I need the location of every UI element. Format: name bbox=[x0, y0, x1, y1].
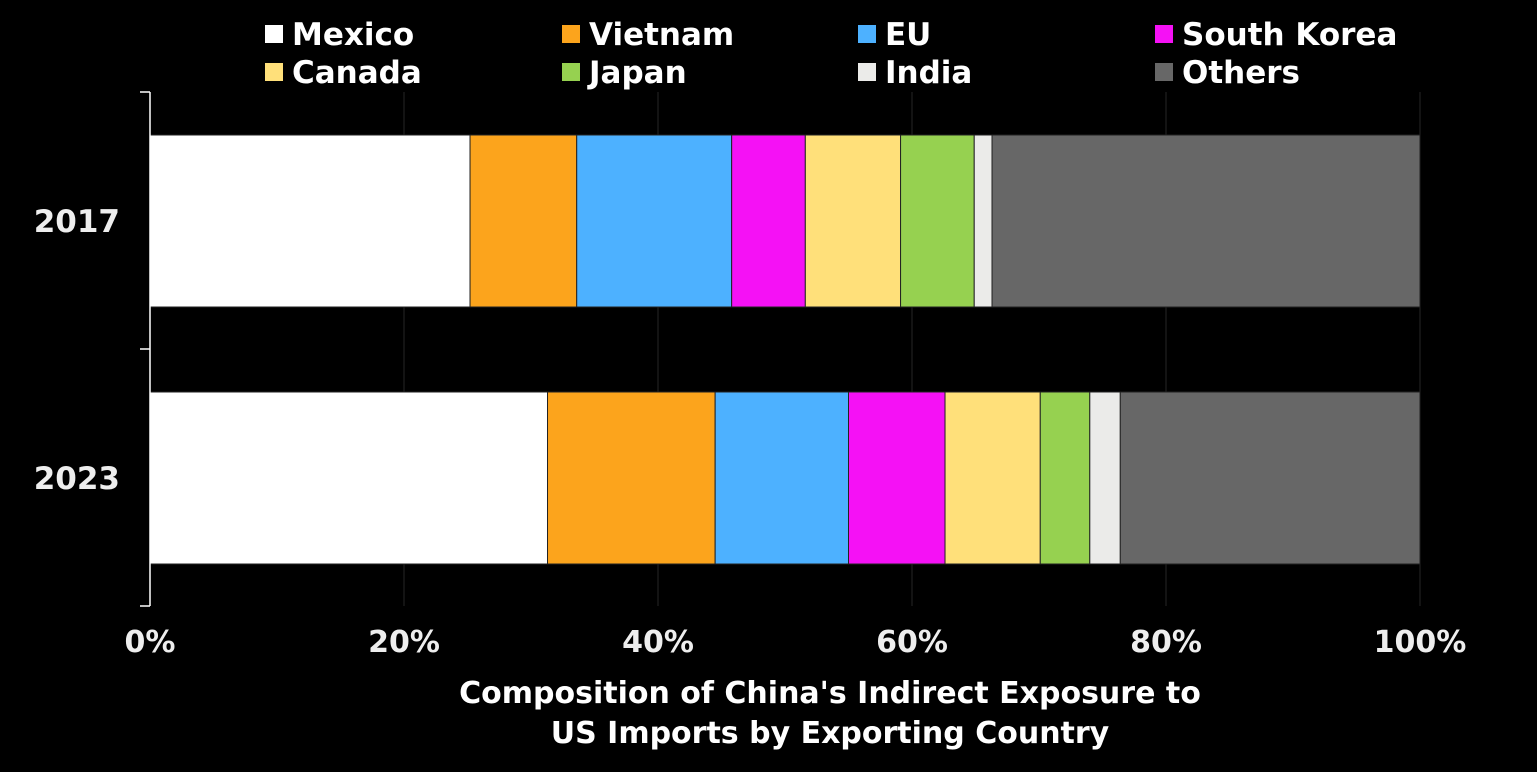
x-tick-label: 60% bbox=[876, 625, 948, 660]
x-axis-title-line-1: Composition of China's Indirect Exposure… bbox=[459, 676, 1201, 711]
bars bbox=[149, 134, 1421, 565]
y-tick-label-2023: 2023 bbox=[34, 461, 120, 497]
legend-swatch-canada bbox=[265, 63, 283, 81]
bar-segment-india-2023 bbox=[1089, 391, 1121, 565]
legend-label-south-korea: South Korea bbox=[1182, 17, 1397, 53]
legend-label-others: Others bbox=[1182, 55, 1300, 91]
legend-swatch-vietnam bbox=[562, 25, 580, 43]
x-axis-title-line-2: US Imports by Exporting Country bbox=[551, 716, 1110, 751]
bar-segment-japan-2023 bbox=[1039, 391, 1091, 565]
bar-segment-mexico-2023 bbox=[149, 391, 549, 565]
labels: Composition of China's Indirect Exposure… bbox=[459, 676, 1201, 751]
bar-segment-japan-2017 bbox=[900, 134, 975, 308]
bar-segment-india-2017 bbox=[973, 134, 993, 308]
bar-segment-mexico-2017 bbox=[149, 134, 471, 308]
bar-segment-eu-2023 bbox=[714, 391, 850, 565]
legend: Mexico Vietnam EU South Korea Canada Japan Ind… bbox=[265, 17, 1397, 91]
legend-swatch-japan bbox=[562, 63, 580, 81]
legend-swatch-mexico bbox=[265, 25, 283, 43]
legend-swatch-south-korea bbox=[1155, 25, 1173, 43]
bar-segment-eu-2017 bbox=[576, 134, 733, 308]
legend-label-eu: EU bbox=[885, 17, 931, 53]
bar-segment-others-2017 bbox=[991, 134, 1421, 308]
bar-segment-others-2023 bbox=[1119, 391, 1421, 565]
legend-label-vietnam: Vietnam bbox=[589, 17, 734, 53]
legend-label-canada: Canada bbox=[292, 55, 422, 91]
x-tick-label: 80% bbox=[1130, 625, 1202, 660]
bar-segment-south-korea-2017 bbox=[731, 134, 806, 308]
bar-segment-canada-2023 bbox=[944, 391, 1041, 565]
legend-swatch-india bbox=[858, 63, 876, 81]
bar-segment-vietnam-2017 bbox=[469, 134, 578, 308]
legend-label-india: India bbox=[885, 55, 972, 91]
bar-segment-canada-2017 bbox=[804, 134, 902, 308]
legend-swatch-eu bbox=[858, 25, 876, 43]
legend-label-japan: Japan bbox=[587, 55, 687, 91]
bar-segment-vietnam-2023 bbox=[547, 391, 716, 565]
legend-swatch-others bbox=[1155, 63, 1173, 81]
legend-label-mexico: Mexico bbox=[292, 17, 414, 53]
x-tick-label: 100% bbox=[1374, 625, 1467, 660]
x-tick-label: 40% bbox=[622, 625, 694, 660]
x-tick-label: 0% bbox=[125, 625, 176, 660]
y-tick-label-2017: 2017 bbox=[34, 204, 120, 240]
bar-segment-south-korea-2023 bbox=[848, 391, 946, 565]
x-tick-label: 20% bbox=[368, 625, 440, 660]
axes: 2017 2023 0% 20% 40% 60% 80% 100% bbox=[34, 91, 1467, 660]
